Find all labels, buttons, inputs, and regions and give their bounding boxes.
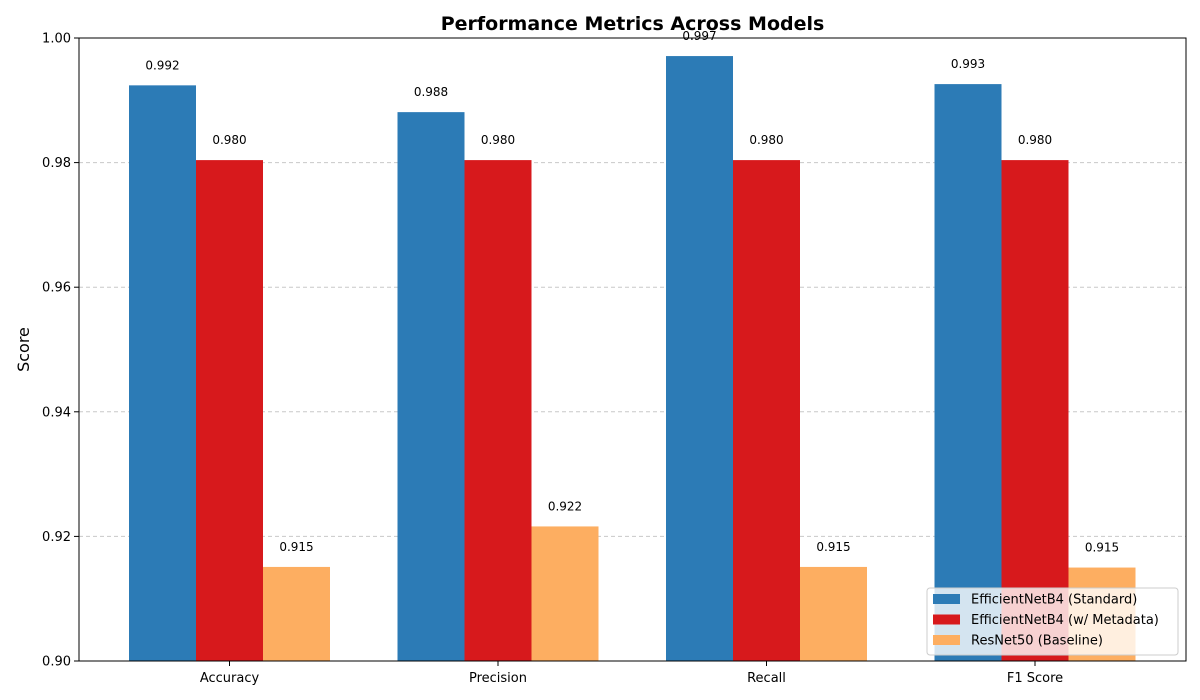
legend-label: ResNet50 (Baseline)	[971, 634, 1103, 649]
bar	[263, 566, 330, 661]
bar-value-label: 0.988	[414, 85, 448, 99]
bar	[666, 56, 733, 661]
bar-value-label: 0.980	[481, 133, 515, 147]
bar-value-label: 0.993	[951, 57, 985, 71]
bar	[934, 84, 1002, 662]
x-tick-label: F1 Score	[1007, 671, 1063, 686]
bar-value-label: 0.980	[212, 133, 246, 147]
legend-label: EfficientNetB4 (Standard)	[971, 593, 1137, 608]
bar	[464, 160, 532, 661]
x-tick-label: Recall	[747, 671, 786, 686]
bars	[129, 56, 1136, 662]
y-axis-ticks: 0.90 0.92 0.94 0.96 0.98 1.00	[42, 32, 79, 670]
bar-value-label: 0.915	[1085, 541, 1119, 555]
legend-box	[926, 587, 1179, 656]
y-tick-label: 0.90	[42, 655, 71, 670]
bar-value-label: 0.922	[548, 499, 582, 513]
bar	[196, 160, 263, 661]
bar-value-label: 0.997	[682, 29, 716, 43]
bar	[397, 112, 465, 661]
chart-title: Performance Metrics Across Models	[441, 13, 825, 35]
bar-value-label: 0.915	[279, 540, 313, 554]
axes	[78, 37, 1187, 662]
y-tick-label: 0.96	[42, 281, 71, 296]
bar	[1001, 160, 1069, 661]
x-tick-label: Accuracy	[200, 671, 260, 686]
x-tick-label: Precision	[469, 671, 527, 686]
bar-value-label: 0.915	[816, 540, 850, 554]
bar	[800, 566, 867, 661]
y-tick-label: 0.94	[42, 405, 71, 420]
y-axis-label: Score	[14, 327, 33, 372]
value-labels: 0.992 0.980 0.915 0.988 0.980 0.922 0.997 0.980…	[145, 29, 1119, 554]
y-tick-label: 0.98	[42, 156, 71, 171]
plot-frame	[78, 37, 1187, 662]
legend: EfficientNetB4 (Standard) EfficientNetB4 …	[926, 587, 1179, 656]
legend-swatch	[933, 635, 960, 645]
legend-swatch	[933, 614, 960, 625]
grid-lines	[79, 162, 1186, 537]
bar-value-label: 0.992	[145, 58, 179, 72]
legend-swatch	[933, 594, 960, 604]
bar-value-label: 0.980	[1018, 133, 1052, 147]
y-tick-label: 0.92	[42, 530, 71, 545]
legend-label: EfficientNetB4 (w/ Metadata)	[971, 613, 1159, 628]
x-axis-ticks: Accuracy Precision Recall F1 Score	[200, 661, 1063, 686]
bar	[531, 526, 599, 661]
bar	[733, 160, 800, 661]
bar-value-label: 0.980	[749, 133, 783, 147]
bar	[129, 85, 196, 661]
y-tick-label: 1.00	[42, 32, 71, 47]
